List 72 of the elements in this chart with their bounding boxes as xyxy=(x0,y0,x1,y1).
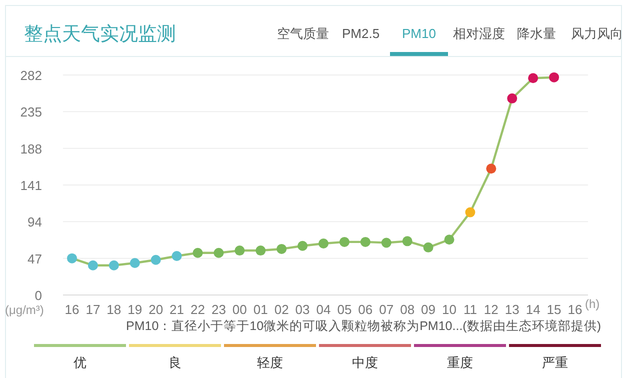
text: 风力风向 xyxy=(571,26,623,41)
x-tick-label: 04 xyxy=(316,302,331,317)
x-tick-label: 02 xyxy=(274,302,289,317)
x-tick-label: 09 xyxy=(421,302,436,317)
point xyxy=(88,260,98,270)
x-tick-label: 19 xyxy=(128,302,142,317)
point xyxy=(108,260,119,270)
point xyxy=(444,234,454,245)
point xyxy=(339,236,350,247)
point xyxy=(276,244,287,254)
point xyxy=(67,253,77,264)
x-tick-label: 01 xyxy=(253,302,268,317)
x-tick-label: 18 xyxy=(106,302,122,317)
point xyxy=(507,93,518,104)
x-tick-label: 15 xyxy=(546,302,562,317)
point xyxy=(465,207,476,218)
point xyxy=(172,250,182,261)
x-tick-label: 21 xyxy=(170,302,184,317)
point xyxy=(318,238,328,249)
y-tick-label: 235 xyxy=(20,104,42,120)
text: PM2.5 xyxy=(342,26,380,41)
x-tick-label: 23 xyxy=(211,302,226,317)
point xyxy=(298,240,308,251)
x-tick-label: 07 xyxy=(379,302,394,317)
text: PM10：直径小于等于10微米的可吸入颗粒物被称为PM10...(数据由生态环境部提供) xyxy=(126,318,601,333)
text: 轻度 xyxy=(257,355,283,370)
text: 优 xyxy=(74,355,86,370)
point xyxy=(360,236,370,247)
y-tick-label: 282 xyxy=(20,68,42,83)
x-tick-label: 12 xyxy=(484,302,498,317)
text: (h) xyxy=(585,297,600,311)
text: PM10 xyxy=(402,26,436,41)
point xyxy=(214,248,224,258)
point xyxy=(192,248,203,258)
point xyxy=(423,242,434,252)
text: 空气质量 xyxy=(277,26,329,41)
x-tick-label: 14 xyxy=(526,302,540,317)
point xyxy=(402,236,412,246)
x-tick-label: 22 xyxy=(190,302,205,317)
x-tick-label: 08 xyxy=(400,302,415,317)
y-tick-label: 141 xyxy=(20,178,42,193)
x-tick-label: 05 xyxy=(337,302,352,317)
y-tick-label: 47 xyxy=(28,251,42,266)
x-tick-label: 06 xyxy=(358,302,373,317)
text: 中度 xyxy=(352,355,378,370)
text: 重度 xyxy=(447,355,473,370)
x-tick-label: 00 xyxy=(232,302,247,317)
y-tick-label: 94 xyxy=(28,214,42,230)
point xyxy=(486,164,496,174)
x-tick-label: 03 xyxy=(295,302,310,317)
text: 相对湿度 xyxy=(453,26,505,41)
x-tick-label: 20 xyxy=(148,302,164,317)
point xyxy=(381,238,392,248)
x-tick-label: 13 xyxy=(504,302,520,317)
x-tick-label: 10 xyxy=(442,302,456,317)
x-tick-label: 17 xyxy=(86,302,100,317)
y-tick-label: 0 xyxy=(34,288,42,303)
point xyxy=(150,254,161,265)
x-tick-label: 16 xyxy=(64,302,80,317)
text: (μg/m³) xyxy=(5,303,44,317)
x-tick-label: 11 xyxy=(463,302,477,317)
x-tick-label: 16 xyxy=(568,302,582,317)
point xyxy=(528,73,538,84)
text: 严重 xyxy=(542,355,568,370)
y-tick-label: 188 xyxy=(20,141,42,156)
chart-title: 整点天气实况监测 xyxy=(24,23,176,45)
point xyxy=(234,246,245,256)
text: 降水量 xyxy=(517,26,556,41)
point xyxy=(256,246,266,256)
point xyxy=(130,258,140,268)
text: 良 xyxy=(168,355,182,370)
point xyxy=(549,72,560,82)
